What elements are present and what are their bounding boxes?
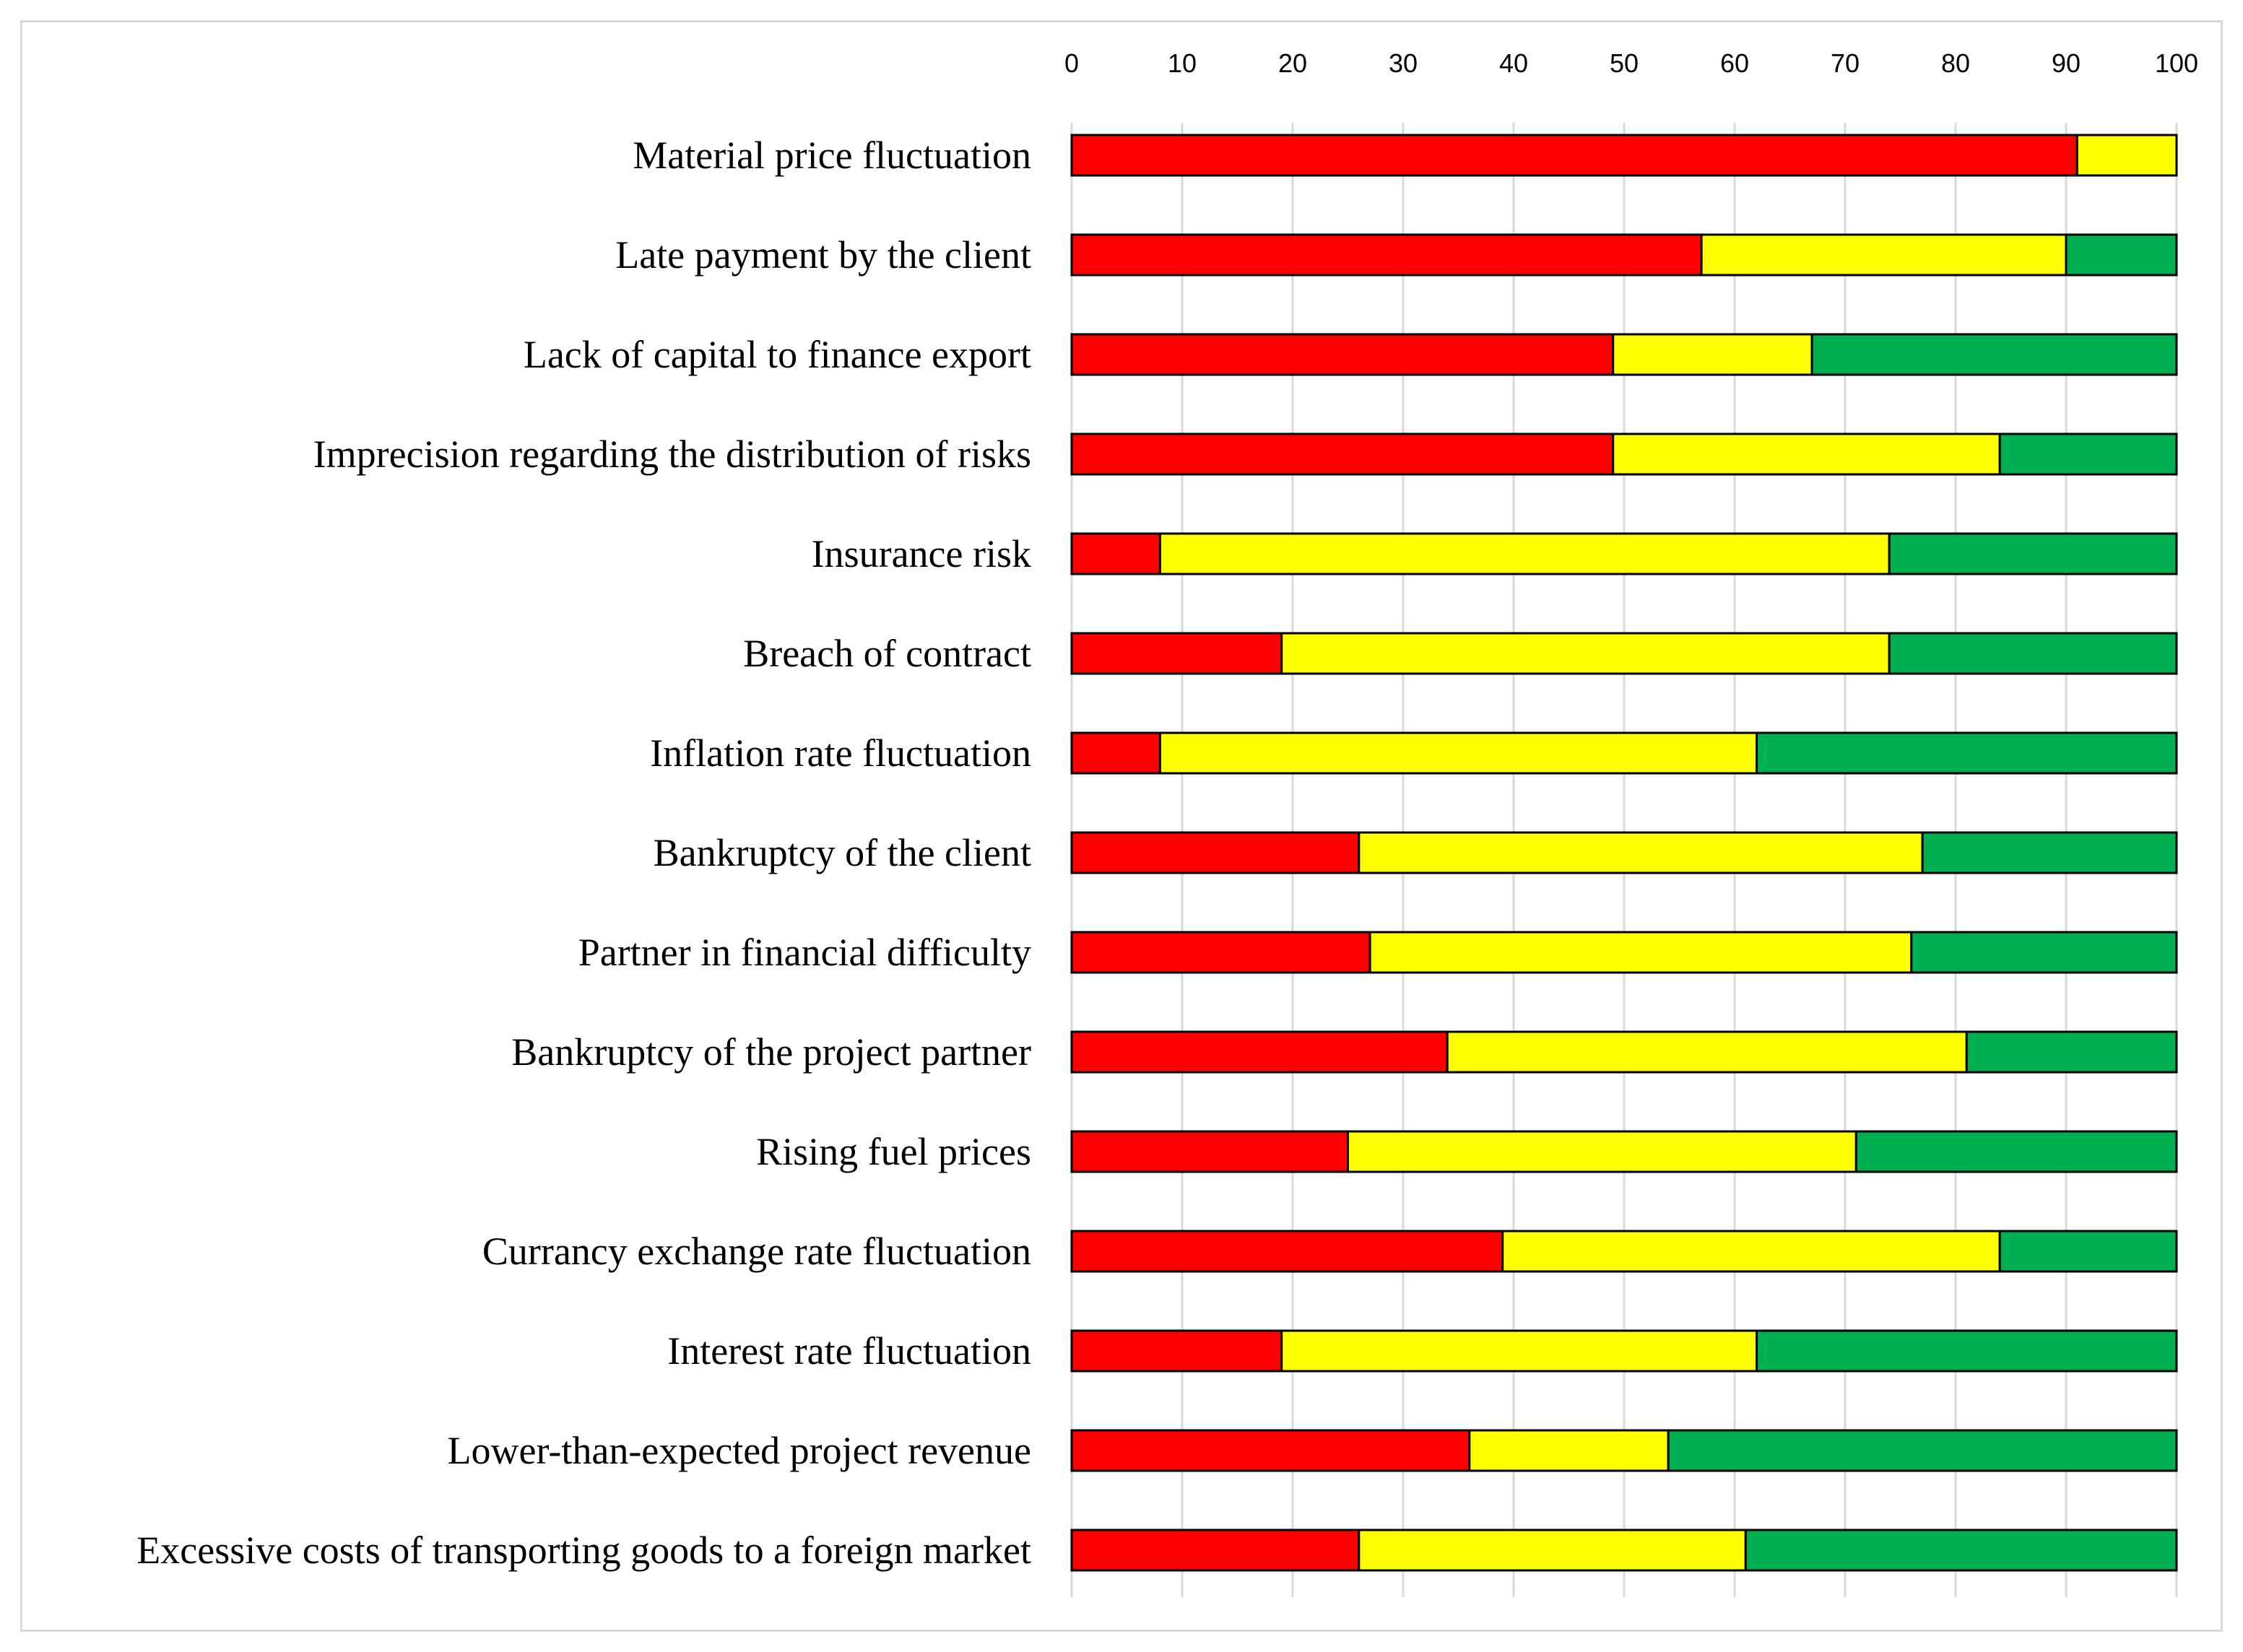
bar-yellow-2	[1613, 334, 1812, 375]
bar-yellow-7	[1359, 832, 1922, 873]
bar-red-7	[1072, 832, 1359, 873]
bar-yellow-9	[1447, 1032, 1966, 1072]
category-labels: Material price fluctuation Late payment b…	[136, 134, 1031, 1572]
bar-red-8	[1072, 932, 1370, 973]
bar-green-11	[2000, 1231, 2177, 1271]
bar-red-12	[1072, 1331, 1282, 1371]
bar-yellow-6	[1160, 733, 1756, 773]
category-label-6: Inflation rate fluctuation	[650, 731, 1031, 775]
bar-yellow-12	[1282, 1331, 1757, 1371]
bar-yellow-3	[1613, 434, 2000, 474]
bar-green-5	[1889, 633, 2177, 674]
bar-red-5	[1072, 633, 1282, 674]
bar-red-9	[1072, 1032, 1447, 1072]
bar-yellow-10	[1348, 1131, 1857, 1172]
category-label-13: Lower-than-expected project revenue	[448, 1429, 1031, 1472]
bar-yellow-8	[1370, 932, 1912, 973]
bar-red-10	[1072, 1131, 1348, 1172]
bar-red-4	[1072, 534, 1160, 574]
bar-green-9	[1966, 1032, 2177, 1072]
bar-red-1	[1072, 235, 1701, 275]
category-label-14: Excessive costs of transporting goods to…	[136, 1529, 1031, 1572]
bar-green-7	[1922, 832, 2177, 873]
bar-yellow-0	[2077, 135, 2177, 175]
category-label-12: Interest rate fluctuation	[667, 1329, 1031, 1373]
category-label-4: Insurance risk	[812, 532, 1031, 575]
stacked-bar-chart: 0 10 20 30 40 50 60 70 80 90 100 Material price fl…	[0, 0, 2243, 1652]
x-tick-label-20: 20	[1278, 48, 1307, 78]
bar-yellow-11	[1503, 1231, 2000, 1271]
bar-red-2	[1072, 334, 1613, 375]
category-label-3: Imprecision regarding the distribution o…	[313, 432, 1031, 476]
bar-red-6	[1072, 733, 1160, 773]
category-label-5: Breach of contract	[743, 632, 1031, 675]
category-label-11: Currancy exchange rate fluctuation	[482, 1230, 1031, 1273]
x-tick-label-60: 60	[1720, 48, 1749, 78]
category-label-0: Material price fluctuation	[633, 134, 1031, 177]
category-label-8: Partner in financial difficulty	[578, 931, 1031, 974]
bar-green-10	[1856, 1131, 2177, 1172]
bar-red-13	[1072, 1430, 1470, 1471]
x-tick-label-70: 70	[1831, 48, 1860, 78]
x-tick-label-30: 30	[1389, 48, 1418, 78]
bar-red-3	[1072, 434, 1613, 474]
x-tick-label-100: 100	[2155, 48, 2198, 78]
x-tick-label-40: 40	[1499, 48, 1528, 78]
bar-green-1	[2066, 235, 2177, 275]
category-label-9: Bankruptcy of the project partner	[511, 1030, 1031, 1074]
bar-green-2	[1812, 334, 2177, 375]
x-tick-label-50: 50	[1610, 48, 1639, 78]
x-tick-label-90: 90	[2052, 48, 2081, 78]
bar-green-13	[1668, 1430, 2177, 1471]
bar-yellow-5	[1282, 633, 1890, 674]
bar-yellow-13	[1470, 1430, 1668, 1471]
category-label-10: Rising fuel prices	[756, 1130, 1031, 1173]
bar-yellow-14	[1359, 1530, 1746, 1570]
bar-yellow-4	[1160, 534, 1889, 574]
bar-green-12	[1757, 1331, 2177, 1371]
category-label-2: Lack of capital to finance export	[524, 333, 1031, 376]
x-tick-label-10: 10	[1168, 48, 1197, 78]
category-label-1: Late payment by the client	[615, 233, 1031, 277]
bars	[1072, 135, 2177, 1570]
category-label-7: Bankruptcy of the client	[654, 831, 1031, 874]
bar-green-8	[1912, 932, 2177, 973]
bar-yellow-1	[1701, 235, 2066, 275]
bar-green-14	[1745, 1530, 2177, 1570]
x-tick-label-80: 80	[1941, 48, 1970, 78]
x-axis-ticks: 0 10 20 30 40 50 60 70 80 90 100	[1064, 48, 2198, 78]
x-tick-label-0: 0	[1064, 48, 1079, 78]
bar-green-6	[1757, 733, 2177, 773]
bar-red-14	[1072, 1530, 1359, 1570]
bar-green-3	[2000, 434, 2177, 474]
bar-red-0	[1072, 135, 2077, 175]
bar-green-4	[1889, 534, 2177, 574]
bar-red-11	[1072, 1231, 1503, 1271]
